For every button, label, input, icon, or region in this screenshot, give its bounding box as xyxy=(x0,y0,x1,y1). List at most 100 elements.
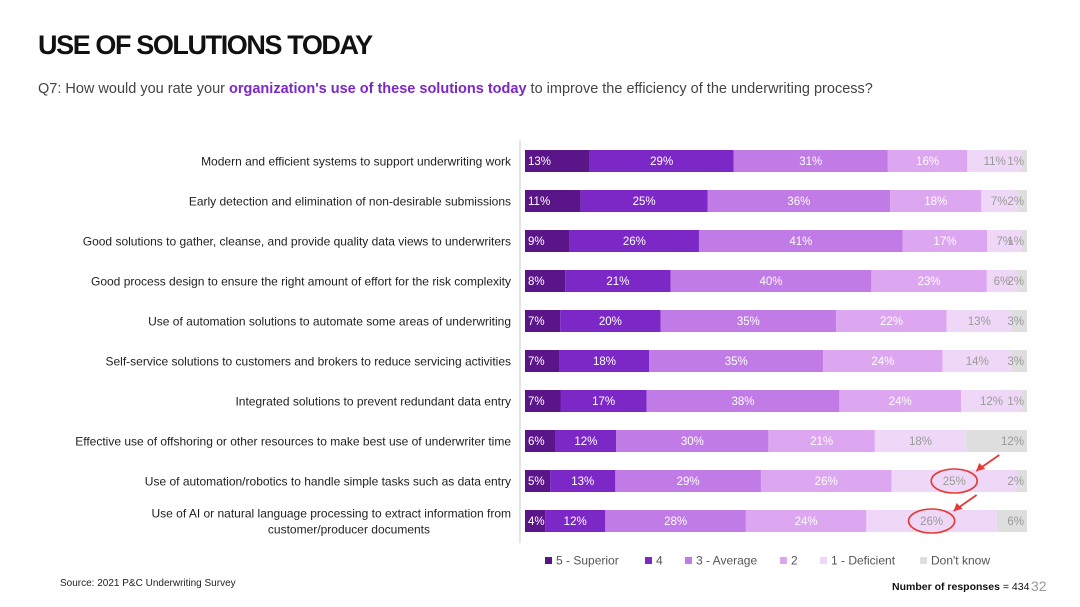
data-label: 22% xyxy=(880,316,903,328)
highlight-arrow-head xyxy=(953,503,963,511)
data-label: 30% xyxy=(681,436,704,448)
data-label: 6% xyxy=(994,276,1011,288)
data-label: 7% xyxy=(528,356,545,368)
data-label: 18% xyxy=(593,356,616,368)
bar-segment xyxy=(525,510,546,532)
bar-segment xyxy=(768,430,875,452)
bar-segment xyxy=(560,310,661,332)
bar-segment xyxy=(1012,350,1027,372)
bar-segment xyxy=(887,150,968,172)
data-label: 7% xyxy=(996,236,1013,248)
bar-segment xyxy=(836,310,947,332)
data-label: 28% xyxy=(664,516,687,528)
data-label: 2% xyxy=(1007,476,1024,488)
data-label: 6% xyxy=(1007,516,1024,528)
data-label: 17% xyxy=(933,236,956,248)
data-label: 13% xyxy=(528,156,551,168)
bar-segment xyxy=(866,510,997,532)
bar-segment xyxy=(946,310,1012,332)
data-label: 2% xyxy=(1007,196,1024,208)
data-label: 41% xyxy=(789,236,812,248)
data-label: 3% xyxy=(1007,356,1024,368)
bar-segment xyxy=(961,390,1022,412)
legend-swatch xyxy=(645,557,652,564)
source-note: Source: 2021 P&C Underwriting Survey xyxy=(60,578,236,589)
category-label: Good process design to ensure the right … xyxy=(91,275,511,289)
data-label: 12% xyxy=(1001,436,1024,448)
data-label: 3% xyxy=(1007,316,1024,328)
data-label: 24% xyxy=(871,356,894,368)
data-label: 35% xyxy=(737,316,760,328)
responses-count: Number of responses = 434 xyxy=(892,581,1029,593)
bar-segment xyxy=(1021,390,1027,412)
bar-segment xyxy=(874,430,967,452)
bar-segment xyxy=(760,470,892,492)
data-label: 16% xyxy=(916,156,939,168)
data-label: 2% xyxy=(1007,276,1024,288)
data-label: 1% xyxy=(1007,156,1024,168)
legend-swatch xyxy=(685,557,692,564)
bar-segment xyxy=(559,350,650,372)
data-label: 8% xyxy=(528,276,545,288)
highlight-arrow-head xyxy=(976,463,986,471)
data-label: 12% xyxy=(574,436,597,448)
bar-segment xyxy=(555,430,617,452)
bar-segment xyxy=(525,430,556,452)
category-label: Good solutions to gather, cleanse, and p… xyxy=(83,235,511,249)
bar-segment xyxy=(987,230,1023,252)
data-label: 26% xyxy=(815,476,838,488)
highlight-circle xyxy=(907,508,956,534)
highlight-circle xyxy=(930,468,979,494)
data-label: 11% xyxy=(984,156,1006,168)
bar-segment xyxy=(1016,270,1027,292)
data-label: 25% xyxy=(633,196,656,208)
bar-segment xyxy=(1022,150,1027,172)
data-label: 1% xyxy=(1007,396,1024,408)
category-label: Early detection and elimination of non-d… xyxy=(189,195,511,209)
data-label: 12% xyxy=(980,396,1003,408)
bar-segment xyxy=(871,270,987,292)
category-label: Self-service solutions to customers and … xyxy=(105,355,511,369)
bar-segment xyxy=(616,430,769,452)
category-label: Integrated solutions to prevent redundan… xyxy=(235,395,511,409)
bar-segment xyxy=(1016,190,1027,212)
bar-segment xyxy=(1022,230,1027,252)
bar-segment xyxy=(525,470,551,492)
bar-segment xyxy=(615,470,761,492)
legend-label: 1 - Deficient xyxy=(831,554,896,568)
data-label: 38% xyxy=(732,396,755,408)
data-label: 5% xyxy=(528,476,545,488)
data-label: 40% xyxy=(759,276,782,288)
data-label: 17% xyxy=(592,396,615,408)
bar-segment xyxy=(580,190,708,212)
legend-swatch xyxy=(820,557,827,564)
legend-label: 3 - Average xyxy=(696,554,757,568)
data-label: 18% xyxy=(909,436,932,448)
bar-segment xyxy=(1016,470,1027,492)
data-label: 35% xyxy=(725,356,748,368)
data-label: 20% xyxy=(599,316,622,328)
question-prefix: Q7: How would you rate your xyxy=(38,81,230,97)
bar-segment xyxy=(525,230,570,252)
bar-segment xyxy=(966,430,1027,452)
bar-segment xyxy=(589,150,734,172)
data-label: 18% xyxy=(924,196,947,208)
bar-segment xyxy=(890,190,982,212)
data-label: 29% xyxy=(677,476,700,488)
category-label: Use of automation/robotics to handle sim… xyxy=(145,475,511,489)
slide-title: USE OF SOLUTIONS TODAY xyxy=(38,30,373,60)
bar-segment xyxy=(670,270,872,292)
bar-segment xyxy=(525,310,561,332)
bar-segment xyxy=(660,310,837,332)
data-label: 26% xyxy=(920,516,943,528)
responses-value: = 434 xyxy=(1002,581,1030,593)
bar-segment xyxy=(986,270,1017,292)
page-number: 32 xyxy=(1031,578,1047,594)
data-label: 24% xyxy=(889,396,912,408)
question-suffix: to improve the efficiency of the underwr… xyxy=(526,81,873,97)
data-label: 24% xyxy=(795,516,818,528)
data-label: 23% xyxy=(918,276,941,288)
data-label: 7% xyxy=(991,196,1008,208)
bar-segment xyxy=(646,390,840,412)
